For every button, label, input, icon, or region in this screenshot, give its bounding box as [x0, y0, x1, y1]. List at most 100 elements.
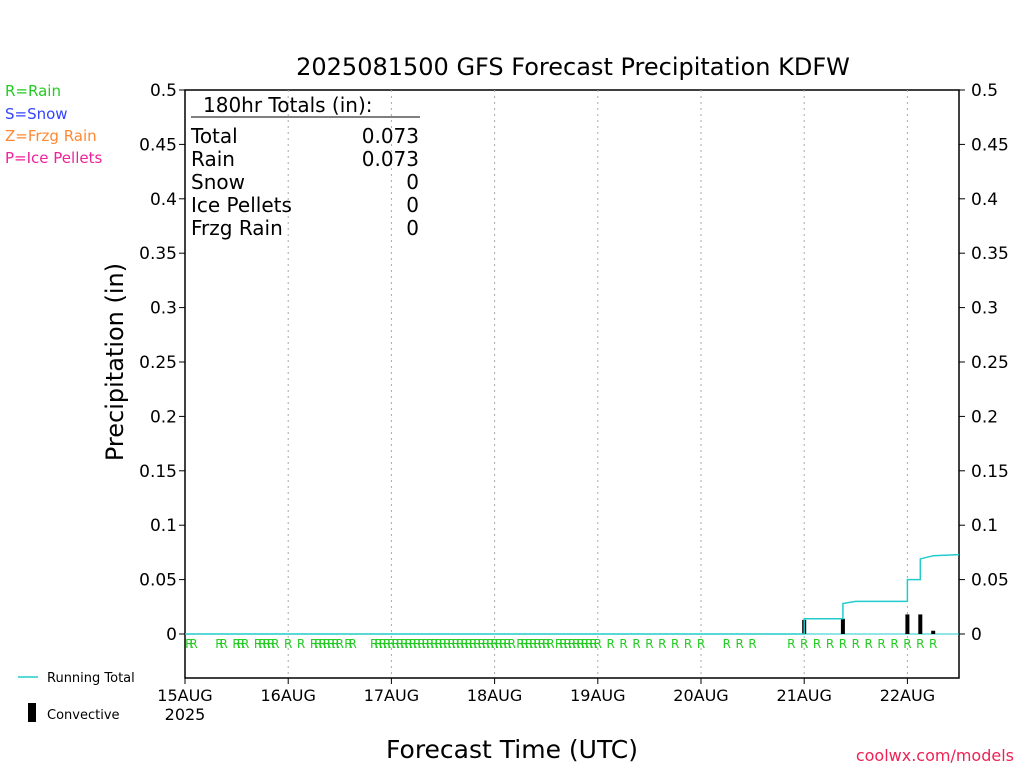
rain-marker: R [916, 637, 924, 651]
rain-marker: R [576, 637, 584, 651]
rain-marker: R [336, 637, 344, 651]
x-tick-label: 20AUG [673, 686, 728, 705]
rain-marker: R [490, 637, 498, 651]
totals-header: 180hr Totals (in): [203, 93, 373, 117]
rain-marker: R [632, 637, 640, 651]
y-tick-label-left: 0.05 [139, 571, 177, 591]
legend-rain: R=Rain [5, 82, 61, 100]
y-tick-label-left: 0.15 [139, 462, 177, 482]
totals-value-frzg-rain: 0 [406, 216, 419, 240]
rain-marker: R [435, 637, 443, 651]
rain-marker: R [929, 637, 937, 651]
rain-marker: R [413, 637, 421, 651]
rain-marker: R [469, 637, 477, 651]
rain-marker: R [310, 637, 318, 651]
rain-marker: R [671, 637, 679, 651]
rain-marker: R [572, 637, 580, 651]
rain-marker: R [379, 637, 387, 651]
legend-frzg-rain: Z=Frzg Rain [5, 127, 97, 145]
rain-marker: R [800, 637, 808, 651]
rain-marker: R [237, 637, 245, 651]
rain-marker: R [460, 637, 468, 651]
rain-marker: R [254, 637, 262, 651]
y-tick-label-left: 0.45 [139, 135, 177, 155]
totals-value-ice-pellets: 0 [406, 193, 419, 217]
rain-marker: R [877, 637, 885, 651]
legend-ice-pellets: P=Ice Pellets [5, 149, 102, 167]
y-tick-label-right: 0.5 [971, 81, 998, 101]
rain-marker: R [267, 637, 275, 651]
rain-marker: R [349, 637, 357, 651]
rain-marker: R [417, 637, 425, 651]
rain-marker: R [645, 637, 653, 651]
rain-marker: R [404, 637, 412, 651]
y-tick-label-right: 0.1 [971, 516, 998, 536]
y-tick-label-right: 0 [971, 625, 982, 645]
rain-marker: R [383, 637, 391, 651]
rain-marker: R [271, 637, 279, 651]
rain-marker: R [185, 637, 193, 651]
rain-marker: R [529, 637, 537, 651]
rain-marker: R [400, 637, 408, 651]
totals-label-ice-pellets: Ice Pellets [191, 193, 292, 217]
rain-marker: R [559, 637, 567, 651]
grid-lines [185, 90, 959, 678]
y-tick-label-right: 0.15 [971, 462, 1009, 482]
rain-marker: R [370, 637, 378, 651]
rain-marker: R [189, 637, 197, 651]
rain-marker: R [430, 637, 438, 651]
y-tick-label-left: 0.35 [139, 244, 177, 264]
totals-label-total: Total [190, 124, 238, 148]
rain-marker: R [589, 637, 597, 651]
rain-marker: R [697, 637, 705, 651]
rain-marker: R [538, 637, 546, 651]
y-tick-label-left: 0.1 [150, 516, 177, 536]
rain-marker: R [284, 637, 292, 651]
x-tick-label: 17AUG [364, 686, 419, 705]
convective-bar [905, 614, 910, 634]
rain-marker: R [452, 637, 460, 651]
y-tick-label-left: 0.5 [150, 81, 177, 101]
y-tick-label-left: 0 [166, 625, 177, 645]
rain-marker: R [555, 637, 563, 651]
rain-marker: R [658, 637, 666, 651]
rain-marker: R [297, 637, 305, 651]
chart-title: 2025081500 GFS Forecast Precipitation KD… [296, 53, 850, 81]
x-tick-sublabel: 2025 [165, 705, 206, 724]
y-tick-label-right: 0.35 [971, 244, 1009, 264]
plot-frame [184, 89, 960, 679]
rain-marker: R [387, 637, 395, 651]
totals-label-rain: Rain [191, 147, 235, 171]
rain-marker: R [495, 637, 503, 651]
rain-marker: R [409, 637, 417, 651]
rain-marker: R [865, 637, 873, 651]
rain-marker: R [503, 637, 511, 651]
rain-marker: R [263, 637, 271, 651]
totals-value-total: 0.073 [362, 124, 419, 148]
y-tick-label-left: 0.25 [139, 353, 177, 373]
rain-marker: R [568, 637, 576, 651]
convective-legend-label: Convective [47, 708, 120, 723]
x-tick-label: 19AUG [570, 686, 625, 705]
y-tick-label-left: 0.2 [150, 407, 177, 427]
x-axis-title: Forecast Time (UTC) [386, 735, 638, 764]
rain-marker: R [318, 637, 326, 651]
totals-label-frzg-rain: Frzg Rain [191, 216, 283, 240]
footer-credit: coolwx.com/models [856, 746, 1014, 765]
convective-bar [931, 630, 936, 634]
rain-marker: R [813, 637, 821, 651]
rain-marker: R [499, 637, 507, 651]
rain-marker: R [486, 637, 494, 651]
rain-marker: R [684, 637, 692, 651]
x-tick-label: 16AUG [260, 686, 315, 705]
rain-marker: R [852, 637, 860, 651]
rain-marker: R [581, 637, 589, 651]
convective-bar [840, 618, 845, 634]
rain-marker: R [396, 637, 404, 651]
rain-marker: R [787, 637, 795, 651]
x-tick-label: 21AUG [776, 686, 831, 705]
rain-marker: R [314, 637, 322, 651]
